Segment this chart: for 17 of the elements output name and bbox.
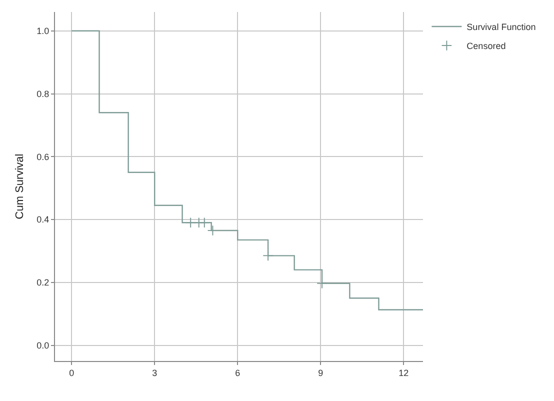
y-tick-label: 1.0 xyxy=(36,26,50,36)
y-tick-label: 0.8 xyxy=(36,88,50,99)
point xyxy=(262,250,274,262)
y-axis-title: Cum Survival xyxy=(14,154,26,220)
point xyxy=(199,217,210,228)
x-tick-label: 3 xyxy=(152,368,158,378)
y-tick-label: 0.0 xyxy=(36,340,50,350)
y-tick-label: 0.4 xyxy=(36,214,50,225)
x-tick-label: 12 xyxy=(398,368,409,378)
legend-label: Survival Function xyxy=(466,22,536,32)
x-tick-label: 6 xyxy=(235,368,240,378)
x-tick-label: 9 xyxy=(318,368,324,378)
legend-label: Censored xyxy=(466,41,506,52)
y-tick-label: 0.2 xyxy=(36,278,50,288)
point xyxy=(185,217,196,228)
x-tick-label: 0 xyxy=(69,368,74,378)
y-tick-label: 0.6 xyxy=(36,152,50,162)
